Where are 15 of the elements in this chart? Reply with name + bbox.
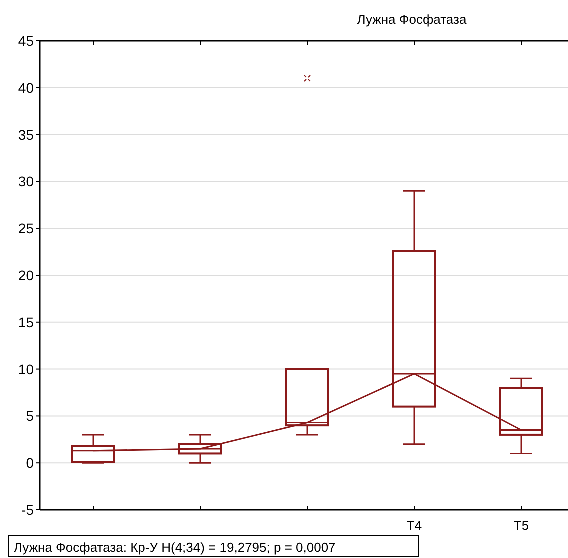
y-tick-label: 25 bbox=[18, 220, 34, 237]
x-tick-label: T5 bbox=[514, 518, 530, 533]
x-tick-label: T4 bbox=[406, 518, 422, 533]
chart-title: Лужна Фосфатаза bbox=[357, 12, 468, 27]
y-tick-label: 45 bbox=[18, 33, 34, 49]
y-tick-label: 30 bbox=[18, 174, 34, 190]
y-tick-label: 40 bbox=[18, 80, 34, 96]
y-tick-label: 0 bbox=[26, 455, 34, 472]
text: Лужна Фосфатаза: Кр-У H(4;34) = 19,2795; p = 0,0007 bbox=[14, 540, 336, 555]
y-tick-label: 35 bbox=[18, 126, 34, 143]
y-tick-label: 15 bbox=[18, 314, 34, 330]
y-tick-label: 20 bbox=[18, 268, 34, 284]
y-tick-label: 5 bbox=[26, 408, 34, 424]
y-tick-label: -5 bbox=[22, 502, 34, 518]
y-tick-label: 10 bbox=[18, 361, 34, 378]
